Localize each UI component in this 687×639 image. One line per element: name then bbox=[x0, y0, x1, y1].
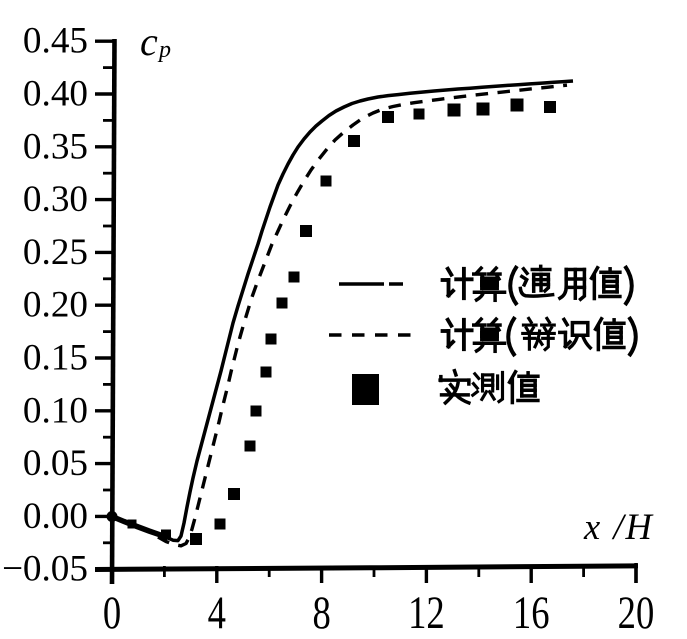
svg-text:0.05: 0.05 bbox=[23, 443, 88, 484]
svg-text:0.30: 0.30 bbox=[23, 179, 88, 220]
svg-text:0: 0 bbox=[103, 587, 121, 639]
svg-text:4: 4 bbox=[208, 587, 226, 639]
svg-text:0.10: 0.10 bbox=[23, 390, 88, 431]
svg-text:16: 16 bbox=[513, 587, 550, 639]
svg-text:12: 12 bbox=[408, 587, 445, 639]
svg-text:0.40: 0.40 bbox=[23, 74, 88, 115]
svg-text:c: c bbox=[140, 19, 158, 64]
svg-text:0.00: 0.00 bbox=[23, 496, 88, 537]
svg-text:x /H: x /H bbox=[583, 506, 654, 547]
svg-text:0.15: 0.15 bbox=[23, 338, 88, 379]
svg-text:p: p bbox=[157, 37, 171, 63]
svg-text:0.35: 0.35 bbox=[23, 126, 88, 167]
svg-text:−0.05: −0.05 bbox=[2, 549, 88, 590]
svg-text:0.45: 0.45 bbox=[23, 21, 88, 62]
svg-text:0.25: 0.25 bbox=[23, 232, 88, 273]
svg-text:8: 8 bbox=[312, 587, 330, 639]
svg-text:0.20: 0.20 bbox=[23, 285, 88, 326]
svg-text:20: 20 bbox=[618, 587, 655, 639]
